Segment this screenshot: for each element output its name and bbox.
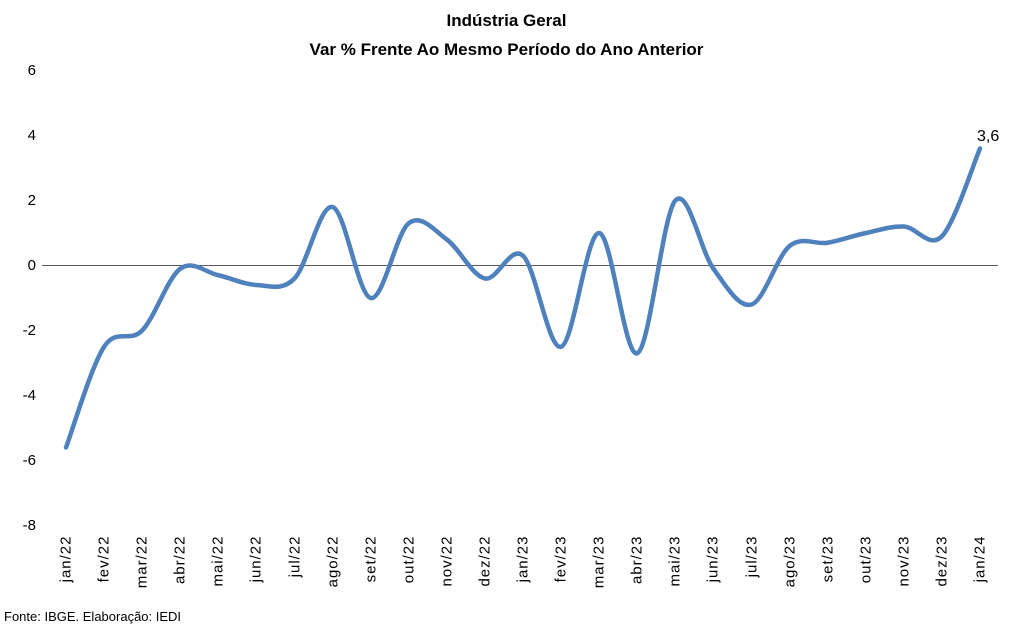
y-tick-label: -6 [22, 451, 36, 469]
chart-title-line2: Var % Frente Ao Mesmo Período do Ano Ant… [309, 40, 704, 59]
x-tick-label: mai/22 [209, 535, 227, 587]
chart-title-line1: Indústria Geral [446, 11, 567, 30]
y-tick-label: 4 [27, 126, 36, 144]
x-tick-label: jul/22 [286, 535, 303, 578]
y-tick-label: 6 [27, 61, 36, 79]
chart-title: Indústria Geral Var % Frente Ao Mesmo Pe… [0, 6, 1013, 64]
x-tick-label: mar/22 [133, 535, 151, 589]
x-tick-label: ago/22 [324, 535, 342, 588]
x-tick-label: mai/23 [666, 535, 684, 587]
x-tick-label: set/23 [819, 535, 837, 583]
series-line [63, 146, 983, 450]
y-tick-label: -8 [22, 516, 36, 534]
x-tick-label: nov/23 [895, 535, 913, 587]
x-tick-label: jun/23 [704, 535, 722, 583]
x-tick-label: jan/23 [514, 535, 532, 583]
x-tick-label: abr/23 [628, 535, 646, 585]
x-tick-label: fev/23 [552, 535, 570, 583]
y-tick-label: 2 [27, 191, 36, 209]
x-tick-label: dez/23 [933, 535, 951, 587]
x-tick-label: jun/22 [247, 535, 265, 583]
x-tick-label: abr/22 [171, 535, 189, 585]
x-tick-label: fev/22 [95, 535, 113, 583]
x-tick-label: out/23 [857, 535, 875, 584]
y-tick-label: 0 [27, 256, 36, 274]
source-note: Fonte: IBGE. Elaboração: IEDI [4, 609, 182, 624]
x-tick-label: nov/22 [438, 535, 456, 587]
x-tick-label: jan/22 [57, 535, 75, 583]
x-tick-label: dez/22 [476, 535, 494, 587]
y-tick-label: -4 [22, 386, 36, 404]
x-tick-label: mar/23 [590, 535, 608, 589]
x-tick-label: out/22 [400, 535, 418, 584]
x-tick-label: jul/23 [743, 535, 760, 578]
x-tick-label: jan/24 [971, 535, 989, 583]
y-tick-label: -2 [22, 321, 36, 339]
x-tick-label: ago/23 [781, 535, 799, 588]
x-tick-label: set/22 [362, 535, 380, 583]
last-point-data-label: 3,6 [977, 128, 1000, 145]
